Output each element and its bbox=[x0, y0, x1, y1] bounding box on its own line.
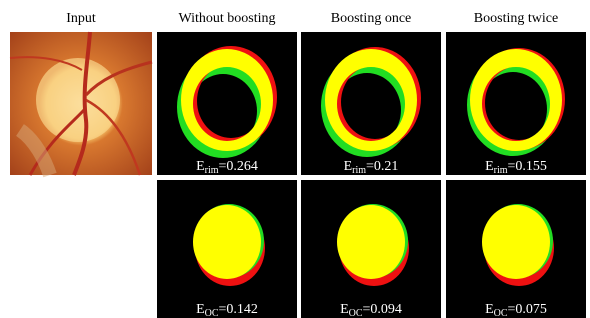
error-label-symbol: E bbox=[485, 302, 494, 317]
column-header: Boosting once bbox=[331, 11, 412, 26]
result-panel: Erim=0.21 bbox=[301, 32, 441, 176]
column-header: Input bbox=[66, 11, 96, 26]
error-label-subscript: rim bbox=[352, 165, 366, 176]
error-label-subscript: OC bbox=[205, 308, 219, 318]
error-label-symbol: E bbox=[344, 159, 353, 174]
error-label-subscript: OC bbox=[349, 308, 363, 318]
error-label-value: =0.094 bbox=[363, 302, 402, 317]
error-label-symbol: E bbox=[196, 159, 205, 174]
error-label-symbol: E bbox=[485, 159, 494, 174]
error-label: Erim=0.21 bbox=[344, 159, 399, 176]
column-header: Without boosting bbox=[178, 11, 275, 26]
error-label-subscript: rim bbox=[494, 165, 508, 176]
input-image bbox=[10, 32, 152, 175]
error-label-value: =0.155 bbox=[508, 159, 547, 174]
error-label-value: =0.264 bbox=[219, 159, 258, 174]
figure: Input Without boosting Boosting once Boosti… bbox=[0, 0, 590, 318]
error-label-value: =0.21 bbox=[366, 159, 398, 174]
error-label-subscript: rim bbox=[205, 165, 219, 176]
error-label-subscript: OC bbox=[494, 308, 508, 318]
result-panel: EOC=0.094 bbox=[301, 180, 441, 318]
error-label-value: =0.075 bbox=[508, 302, 547, 317]
result-panel: EOC=0.075 bbox=[446, 180, 586, 318]
error-label-symbol: E bbox=[340, 302, 349, 317]
error-label-symbol: E bbox=[196, 302, 205, 317]
result-panel: EOC=0.142 bbox=[157, 180, 297, 318]
result-panel: Erim=0.264 bbox=[157, 32, 297, 176]
result-panel: Erim=0.155 bbox=[446, 32, 586, 176]
error-label-value: =0.142 bbox=[219, 302, 258, 317]
column-header: Boosting twice bbox=[474, 11, 558, 26]
